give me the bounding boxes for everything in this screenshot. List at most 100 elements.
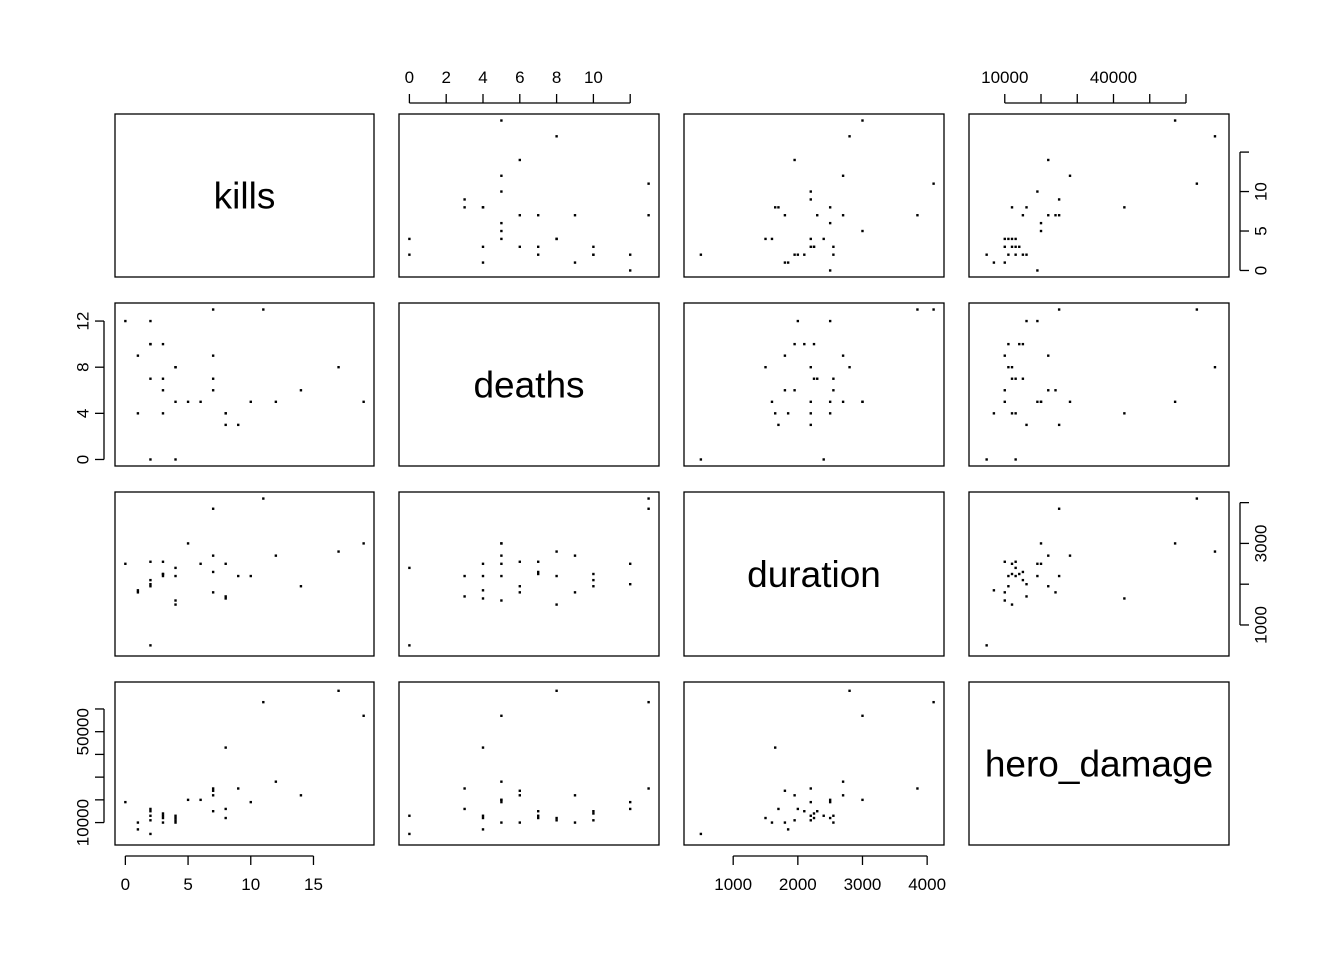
point-16 <box>1039 229 1043 233</box>
point-2 <box>786 261 790 264</box>
point-24 <box>481 746 485 749</box>
point-9 <box>537 572 540 576</box>
point-20 <box>1021 214 1025 217</box>
point-20 <box>1021 570 1025 574</box>
point-20 <box>537 570 540 574</box>
tick-label: 15 <box>304 875 323 894</box>
point-6 <box>149 832 152 836</box>
point-15 <box>1014 458 1017 461</box>
point-29 <box>793 794 796 797</box>
point-25 <box>809 423 812 427</box>
point-20 <box>816 810 819 813</box>
point-31 <box>500 119 503 122</box>
point-4 <box>803 253 806 256</box>
top-axis-hero_damage: 10000 40000 <box>981 68 1187 104</box>
point-15 <box>408 237 411 241</box>
point-24 <box>1123 597 1126 600</box>
point-28 <box>274 400 278 404</box>
point-2 <box>992 412 996 415</box>
point-23 <box>777 423 780 427</box>
point-19 <box>1047 354 1050 357</box>
tick-label: 0 <box>74 455 93 464</box>
point-23 <box>1025 206 1028 209</box>
point-2 <box>786 412 790 415</box>
top-axis-deaths: 0 2 4 6 8 10 <box>405 68 631 104</box>
point-19 <box>211 794 215 797</box>
point-28 <box>274 780 278 783</box>
point-10 <box>1003 389 1006 392</box>
panel-deaths-vs-hero_damage <box>968 302 1230 467</box>
point-1 <box>136 821 140 824</box>
point-0 <box>828 800 832 804</box>
point-13 <box>500 237 503 241</box>
point-10 <box>832 821 835 824</box>
point-14 <box>1007 365 1010 369</box>
point-20 <box>816 377 819 380</box>
point-7 <box>592 585 595 588</box>
point-11 <box>481 814 485 817</box>
point-11 <box>1014 574 1017 578</box>
point-30 <box>848 365 851 369</box>
point-15 <box>1014 237 1017 241</box>
left-axis-hero_damage: 10000 50000 <box>74 708 105 846</box>
point-16 <box>500 229 503 233</box>
point-4 <box>803 810 806 813</box>
point-7 <box>793 819 796 822</box>
point-29 <box>518 585 521 588</box>
point-19 <box>841 214 845 217</box>
point-17 <box>828 400 832 404</box>
point-21 <box>1054 389 1057 392</box>
point-18 <box>211 507 215 510</box>
point-6 <box>985 644 988 647</box>
point-27 <box>1195 182 1199 185</box>
panel-duration-vs-deaths <box>398 491 660 657</box>
point-17 <box>500 221 503 225</box>
point-8 <box>592 812 595 815</box>
point-16 <box>186 542 190 545</box>
point-30 <box>848 135 851 138</box>
point-11 <box>1014 412 1017 415</box>
point-6 <box>699 832 703 836</box>
point-14 <box>174 365 177 369</box>
point-3 <box>629 253 632 256</box>
point-17 <box>500 798 503 802</box>
point-3 <box>796 319 800 323</box>
point-6 <box>699 253 703 256</box>
point-9 <box>161 377 165 380</box>
point-3 <box>1025 319 1028 323</box>
point-17 <box>1039 562 1043 566</box>
point-10 <box>161 821 165 824</box>
point-20 <box>1021 377 1025 380</box>
point-2 <box>992 589 996 592</box>
point-31 <box>861 400 864 404</box>
point-4 <box>149 578 152 582</box>
point-10 <box>518 821 521 824</box>
point-22 <box>828 206 832 209</box>
panel-frame <box>968 491 1230 657</box>
point-23 <box>463 206 466 209</box>
point-6 <box>408 644 411 647</box>
point-29 <box>793 158 796 162</box>
panel-deaths-vs-deaths: deaths <box>398 302 660 467</box>
point-19 <box>841 354 845 357</box>
point-13 <box>174 599 177 602</box>
point-14 <box>809 237 812 241</box>
point-30 <box>555 550 558 553</box>
point-15 <box>408 814 411 817</box>
panel-frame <box>968 681 1230 846</box>
point-12 <box>1010 237 1014 241</box>
point-18 <box>916 308 919 311</box>
tick-label: 8 <box>74 362 93 371</box>
point-24 <box>224 597 227 600</box>
point-2 <box>136 828 140 831</box>
point-9 <box>1010 245 1014 249</box>
point-11 <box>161 574 165 578</box>
point-29 <box>1047 585 1050 588</box>
panel-hero_damage-vs-duration <box>683 681 945 846</box>
point-0 <box>629 562 632 566</box>
point-9 <box>812 816 816 820</box>
point-21 <box>783 214 787 217</box>
point-1 <box>136 591 140 594</box>
tick-label: 6 <box>515 68 524 87</box>
point-14 <box>809 819 812 822</box>
